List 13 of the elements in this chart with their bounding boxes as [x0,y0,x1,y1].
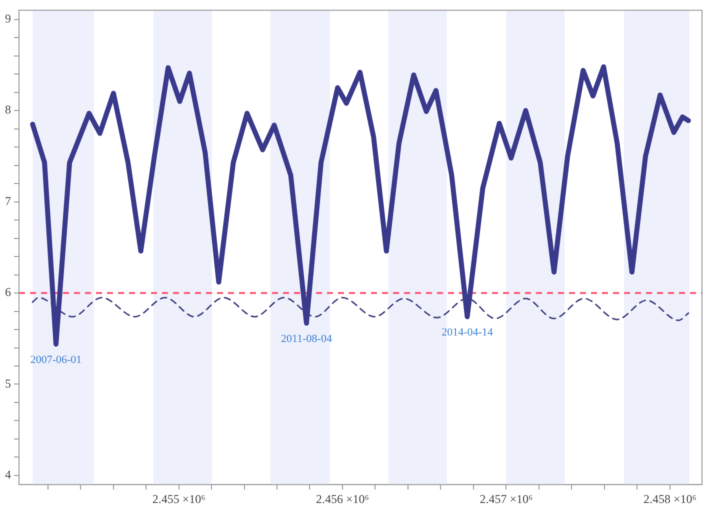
annotation: 2011-08-04 [281,333,332,346]
y-tick-label: 5 [5,376,11,390]
x-tick-label: 2.456 ×10⁶ [316,492,369,506]
y-tick-label: 8 [5,102,11,117]
annotation: 2014-04-14 [442,326,494,339]
y-tick-label: 6 [5,285,11,300]
y-tick-label: 7 [5,194,11,208]
y-tick-label: 9 [5,11,11,26]
x-tick-label: 2.458 ×10⁶ [643,492,696,506]
annotation: 2007-06-01 [30,354,82,366]
y-tick-label: 4 [5,468,11,482]
x-tick-label: 2.457 ×10⁶ [480,492,533,506]
x-tick-label: 2.455 ×10⁶ [152,492,206,506]
